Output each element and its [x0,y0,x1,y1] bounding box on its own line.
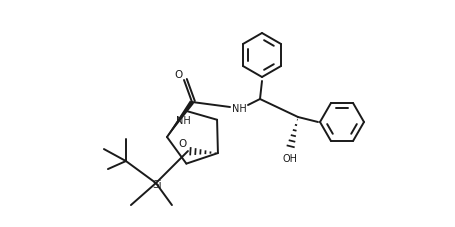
Text: O: O [178,138,187,148]
Text: NH: NH [176,115,190,125]
Text: NH: NH [231,104,246,114]
Text: OH: OH [282,153,297,163]
Text: O: O [174,70,183,80]
Text: Si: Si [152,179,162,189]
Polygon shape [166,101,194,138]
